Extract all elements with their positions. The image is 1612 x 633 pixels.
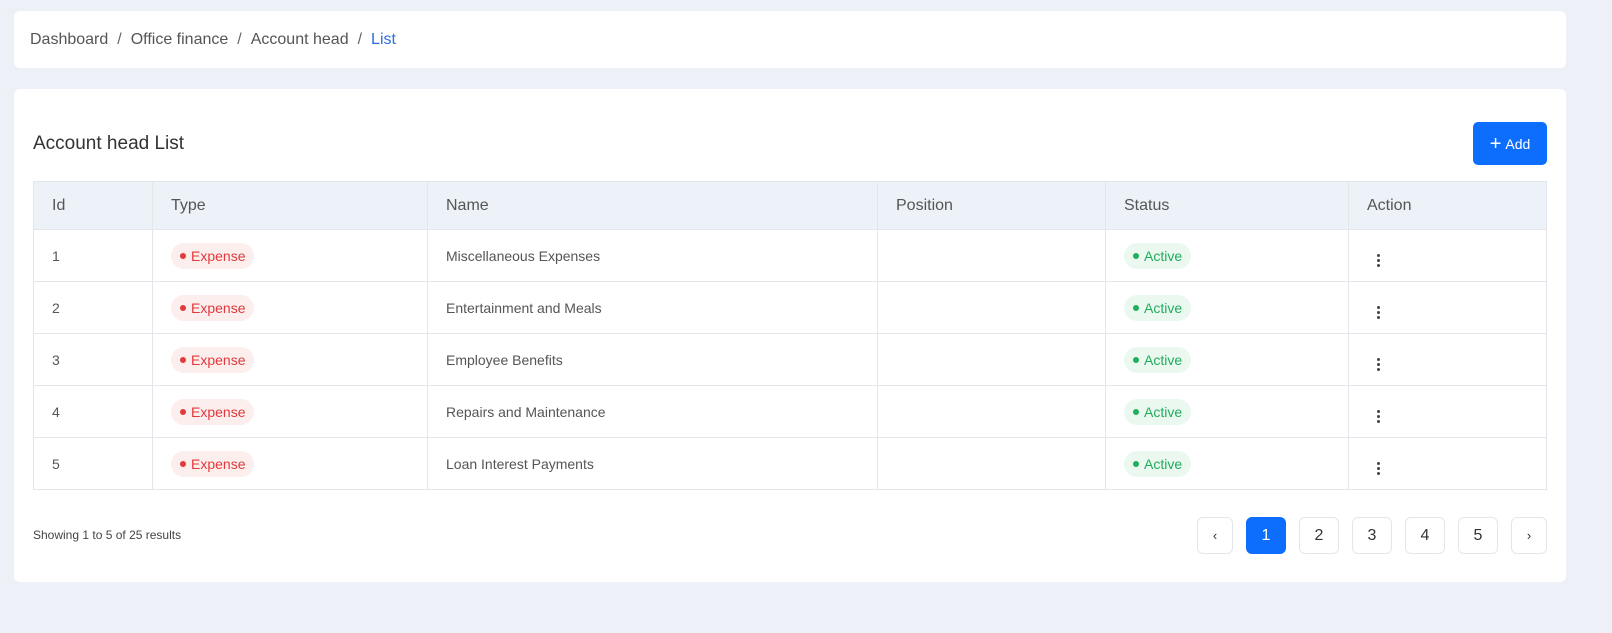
add-button[interactable]: + Add bbox=[1473, 122, 1547, 165]
more-actions-icon[interactable] bbox=[1377, 306, 1380, 319]
cell-name: Entertainment and Meals bbox=[427, 281, 878, 334]
cell-id: 1 bbox=[33, 229, 153, 282]
dot-icon bbox=[180, 408, 186, 415]
column-position: Position bbox=[877, 181, 1106, 230]
dot-icon bbox=[1133, 408, 1139, 415]
breadcrumb-account-head[interactable]: Account head bbox=[250, 30, 349, 48]
column-name: Name bbox=[427, 181, 878, 230]
table-row: 5 Expense Loan Interest Payments Active bbox=[33, 437, 1547, 490]
account-head-card: Account head List + Add Id Type Name Posi… bbox=[14, 89, 1566, 582]
table-row: 2 Expense Entertainment and Meals Active bbox=[33, 281, 1547, 334]
column-id: Id bbox=[33, 181, 153, 230]
dot-icon bbox=[180, 304, 186, 311]
dot-icon bbox=[180, 252, 186, 259]
status-badge: Active bbox=[1124, 242, 1192, 269]
cell-name: Employee Benefits bbox=[427, 333, 878, 386]
dot-icon bbox=[1133, 356, 1139, 363]
dot-icon bbox=[180, 356, 186, 363]
breadcrumb-office-finance[interactable]: Office finance bbox=[130, 30, 229, 48]
status-badge: Active bbox=[1124, 294, 1192, 321]
type-badge: Expense bbox=[171, 242, 255, 269]
type-badge: Expense bbox=[171, 398, 255, 425]
more-actions-icon[interactable] bbox=[1377, 254, 1380, 267]
plus-icon: + bbox=[1489, 132, 1502, 155]
cell-id: 5 bbox=[33, 437, 153, 490]
dot-icon bbox=[180, 460, 186, 467]
type-badge: Expense bbox=[171, 346, 255, 373]
status-badge: Active bbox=[1124, 346, 1192, 373]
page-1-button[interactable]: 1 bbox=[1246, 517, 1286, 554]
status-badge: Active bbox=[1124, 450, 1192, 477]
cell-name: Miscellaneous Expenses bbox=[427, 229, 878, 282]
results-summary: Showing 1 to 5 of 25 results bbox=[33, 528, 182, 542]
cell-position bbox=[877, 437, 1106, 490]
page-4-button[interactable]: 4 bbox=[1405, 517, 1445, 554]
table-row: 1 Expense Miscellaneous Expenses Active bbox=[33, 229, 1547, 282]
cell-position bbox=[877, 281, 1106, 334]
cell-id: 3 bbox=[33, 333, 153, 386]
type-badge: Expense bbox=[171, 294, 255, 321]
page-title: Account head List bbox=[33, 133, 185, 154]
status-badge: Active bbox=[1124, 398, 1192, 425]
page-5-button[interactable]: 5 bbox=[1458, 517, 1498, 554]
column-type: Type bbox=[152, 181, 428, 230]
next-page-button[interactable]: › bbox=[1511, 517, 1547, 554]
page-2-button[interactable]: 2 bbox=[1299, 517, 1339, 554]
table-row: 4 Expense Repairs and Maintenance Active bbox=[33, 385, 1547, 438]
dot-icon bbox=[1133, 252, 1139, 259]
cell-id: 2 bbox=[33, 281, 153, 334]
type-badge: Expense bbox=[171, 450, 255, 477]
more-actions-icon[interactable] bbox=[1377, 462, 1380, 475]
dot-icon bbox=[1133, 304, 1139, 311]
cell-id: 4 bbox=[33, 385, 153, 438]
cell-position bbox=[877, 385, 1106, 438]
cell-name: Loan Interest Payments bbox=[427, 437, 878, 490]
account-head-table: Id Type Name Position Status Action 1 Ex… bbox=[33, 181, 1547, 490]
dot-icon bbox=[1133, 460, 1139, 467]
prev-page-button[interactable]: ‹ bbox=[1197, 517, 1233, 554]
cell-position bbox=[877, 229, 1106, 282]
more-actions-icon[interactable] bbox=[1377, 410, 1380, 423]
cell-name: Repairs and Maintenance bbox=[427, 385, 878, 438]
breadcrumb: Dashboard / Office finance / Account head /… bbox=[14, 11, 1566, 68]
cell-position bbox=[877, 333, 1106, 386]
column-status: Status bbox=[1105, 181, 1349, 230]
more-actions-icon[interactable] bbox=[1377, 358, 1380, 371]
breadcrumb-dashboard[interactable]: Dashboard bbox=[30, 30, 109, 48]
breadcrumb-current: List bbox=[371, 30, 396, 48]
table-row: 3 Expense Employee Benefits Active bbox=[33, 333, 1547, 386]
page-3-button[interactable]: 3 bbox=[1352, 517, 1392, 554]
column-action: Action bbox=[1348, 181, 1547, 230]
